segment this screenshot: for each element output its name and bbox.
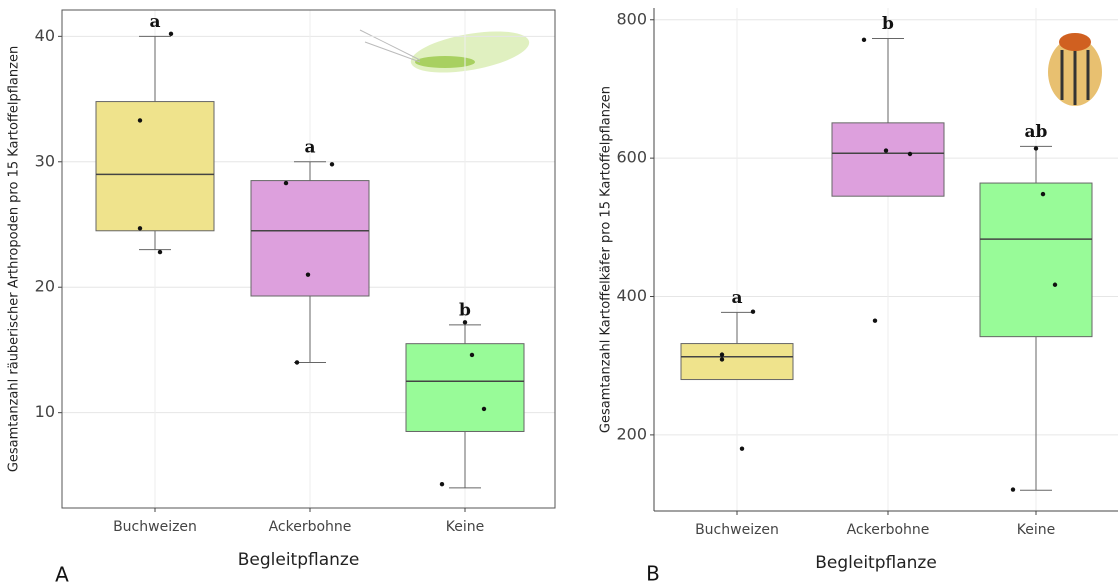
significance-letter: a xyxy=(304,137,315,157)
box xyxy=(681,344,793,380)
data-point xyxy=(1034,146,1038,150)
data-point xyxy=(158,250,162,254)
data-point xyxy=(751,310,755,314)
data-point xyxy=(1053,283,1057,287)
beetle-illustration xyxy=(1048,33,1102,106)
data-point xyxy=(720,352,724,356)
data-point xyxy=(720,357,724,361)
y-tick-label: 10 xyxy=(35,402,55,421)
data-point xyxy=(330,162,334,166)
box xyxy=(251,181,369,296)
y-axis-title: Gesamtanzahl Kartoffelkäfer pro 15 Karto… xyxy=(599,86,614,433)
x-tick-label: Keine xyxy=(446,519,484,535)
y-tick-label: 400 xyxy=(616,286,647,305)
data-point xyxy=(138,118,142,122)
data-point xyxy=(1011,487,1015,491)
data-point xyxy=(1041,192,1045,196)
y-tick-label: 200 xyxy=(616,424,647,443)
data-point xyxy=(284,181,288,185)
x-tick-label: Buchweizen xyxy=(113,519,197,535)
data-point xyxy=(862,38,866,42)
y-tick-label: 800 xyxy=(616,9,647,28)
data-point xyxy=(873,319,877,323)
data-point xyxy=(295,360,299,364)
data-point xyxy=(740,447,744,451)
data-point xyxy=(440,482,444,486)
box xyxy=(980,183,1092,337)
x-axis-title: Begleitpflanze xyxy=(238,550,360,570)
lacewing-illustration xyxy=(360,24,532,80)
data-point xyxy=(169,32,173,36)
data-point xyxy=(908,152,912,156)
y-tick-label: 600 xyxy=(616,148,647,167)
data-point xyxy=(482,407,486,411)
y-tick-label: 30 xyxy=(35,151,55,170)
y-tick-label: 40 xyxy=(35,26,55,45)
significance-letter: a xyxy=(731,288,742,308)
y-tick-label: 20 xyxy=(35,277,55,296)
x-tick-label: Ackerbohne xyxy=(269,519,352,535)
x-tick-label: Keine xyxy=(1017,522,1055,538)
data-point xyxy=(470,353,474,357)
significance-letter: b xyxy=(459,300,471,320)
significance-letter: ab xyxy=(1025,122,1048,142)
y-axis-title: Gesamtanzahl räuberischer Arthropoden pr… xyxy=(7,46,22,472)
data-point xyxy=(306,272,310,276)
x-axis-title: Begleitpflanze xyxy=(815,553,937,573)
x-tick-label: Buchweizen xyxy=(695,522,779,538)
panel-label: A xyxy=(55,563,69,584)
panel-label: B xyxy=(646,562,660,584)
box xyxy=(406,344,524,432)
box xyxy=(832,123,944,196)
significance-letter: b xyxy=(882,14,894,34)
x-tick-label: Ackerbohne xyxy=(847,522,930,538)
figure: 10 20 30 40 Buchweizen a Ackerbohne a Keine b Begl… xyxy=(0,0,1119,584)
data-point xyxy=(884,148,888,152)
data-point xyxy=(138,226,142,230)
data-point xyxy=(463,320,467,324)
significance-letter: a xyxy=(149,12,160,32)
box xyxy=(96,102,214,231)
